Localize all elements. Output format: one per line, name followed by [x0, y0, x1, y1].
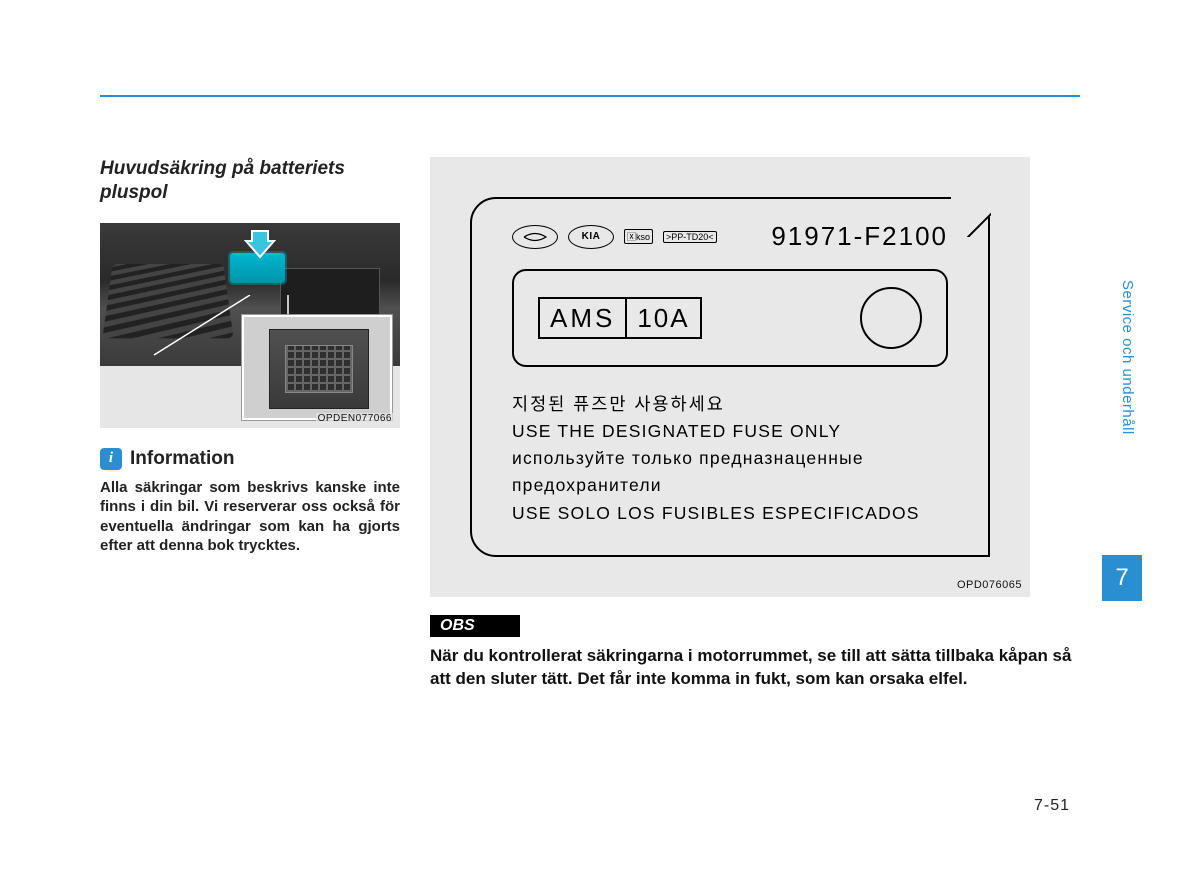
obs-heading: OBS — [430, 615, 520, 637]
hyundai-logo — [512, 225, 558, 249]
card-top-row: KIA 🅇kso >PP-TD20< 91971-F2100 — [512, 221, 948, 252]
warning-text-block: 지정된 퓨즈만 사용하세요 USE THE DESIGNATED FUSE ON… — [512, 391, 948, 527]
content-columns: Huvudsäkring på batteriets pluspol — [100, 157, 1080, 691]
mark-kso: 🅇kso — [624, 229, 653, 244]
figure-code: OPD076065 — [957, 579, 1022, 591]
top-rule — [100, 95, 1080, 97]
section-title: Huvudsäkring på batteriets pluspol — [100, 157, 400, 205]
info-icon: i — [100, 448, 122, 470]
warning-english: USE THE DESIGNATED FUSE ONLY — [512, 418, 948, 445]
warning-korean: 지정된 퓨즈만 사용하세요 — [512, 391, 948, 418]
fuse-label-figure: KIA 🅇kso >PP-TD20< 91971-F2100 AMS 10A 지… — [430, 157, 1030, 597]
arrow-down-icon — [242, 229, 276, 259]
fuse-label-card: KIA 🅇kso >PP-TD20< 91971-F2100 AMS 10A 지… — [470, 197, 990, 557]
card-notch — [951, 197, 991, 237]
fuse-panel: AMS 10A — [512, 269, 948, 367]
zoom-inset — [242, 315, 392, 420]
mark-material: >PP-TD20< — [663, 231, 717, 243]
manual-page: Huvudsäkring på batteriets pluspol — [100, 95, 1080, 691]
page-number: 7-51 — [1034, 797, 1070, 815]
info-heading: i Information — [100, 448, 400, 470]
warning-russian-1: используйте только предназнaценные — [512, 445, 948, 472]
warning-russian-2: предохранители — [512, 472, 948, 499]
info-label: Information — [130, 448, 235, 470]
obs-body-text: När du kontrollerat säkringarna i motorr… — [430, 645, 1080, 691]
ams-label: AMS — [538, 297, 627, 339]
fuse-circle-icon — [860, 287, 922, 349]
chapter-tab: 7 — [1102, 555, 1142, 601]
left-column: Huvudsäkring på batteriets pluspol — [100, 157, 400, 691]
figure-code: OPDEN077066 — [316, 413, 394, 424]
side-tab-label: Service och underhåll — [1119, 280, 1136, 435]
part-number: 91971-F2100 — [771, 221, 948, 252]
zoom-component — [269, 329, 369, 409]
kia-logo: KIA — [568, 225, 614, 249]
engine-figure: OPDEN077066 — [100, 223, 400, 428]
right-column: KIA 🅇kso >PP-TD20< 91971-F2100 AMS 10A 지… — [430, 157, 1080, 691]
zoom-grid — [285, 345, 353, 393]
amp-rating: 10A — [627, 297, 701, 339]
warning-spanish: USE SOLO LOS FUSIBLES ESPECIFICADOS — [512, 500, 948, 527]
info-body-text: Alla säkringar som beskrivs kanske inte … — [100, 478, 400, 556]
